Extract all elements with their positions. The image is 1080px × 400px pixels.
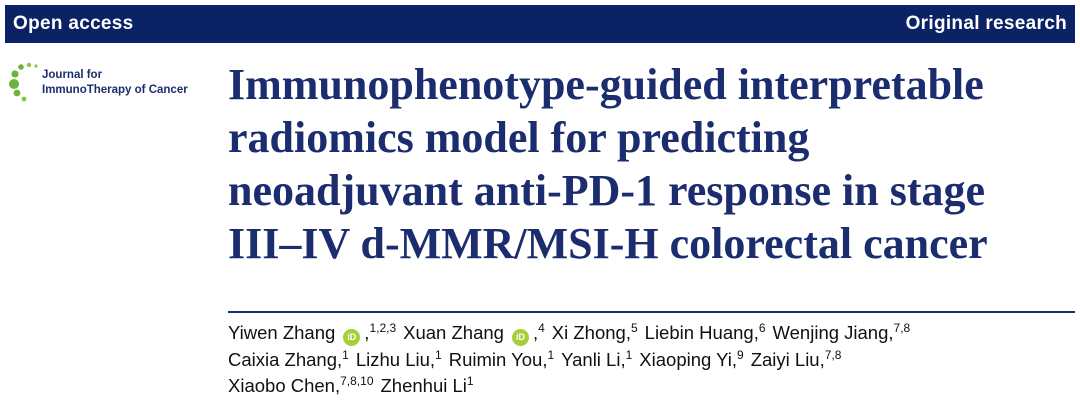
separator: , [731, 348, 738, 370]
author-name: Liebin Huang [644, 322, 754, 343]
affiliation: 5 [630, 321, 638, 335]
author-name: Wenjing Jiang [772, 322, 889, 343]
author-name: Xiaoping Yi [639, 348, 732, 370]
header-bar: Open access Original research [5, 5, 1075, 43]
author: Xiaobo Chen,7,8,10 [228, 375, 374, 396]
journal-logo: Journal for ImmunoTherapy of Cancer [6, 62, 216, 106]
author-line: Caixia Zhang,1 Lizhu Liu,1 Ruimin You,1 Yan… [228, 347, 910, 374]
author-name: Xiaobo Chen [228, 375, 335, 396]
author: Xiaoping Yi,9 [639, 349, 743, 370]
journal-line: Journal for [42, 69, 103, 81]
separator: , [888, 322, 894, 343]
affiliation: 1 [435, 347, 442, 362]
header-right: Original research [905, 13, 1067, 34]
title-line: Immunophenotype-guided interpretable [228, 60, 984, 109]
affiliation: 1 [625, 347, 633, 362]
author: Wenjing Jiang,7,8 [773, 322, 911, 343]
title-line: radiomics model for predicting [228, 113, 810, 162]
title-line: neoadjuvant anti-PD-1 response in stage [228, 166, 986, 215]
author: Xi Zhong,5 [552, 322, 638, 343]
author-name: Zhenhui Li [380, 375, 467, 396]
affiliation: 1 [466, 374, 474, 388]
author: Yiwen Zhang iD ,1,2,3 [228, 321, 397, 346]
author-name: Caixia Zhang [228, 348, 338, 370]
author-name: Lizhu Liu [355, 348, 430, 370]
title-rule [228, 311, 1075, 313]
separator: , [625, 322, 631, 343]
author-name: Xi Zhong [551, 322, 626, 343]
journal-name: Journal for ImmunoTherapy of Cancer [42, 68, 188, 98]
separator: , [542, 348, 548, 370]
separator: , [819, 348, 825, 370]
separator: , [334, 375, 341, 396]
separator: , [753, 322, 759, 343]
article-title: Immunophenotype-guided interpretable radi… [228, 58, 988, 270]
author: Zhenhui Li1 [381, 375, 474, 396]
author: Caixia Zhang,1 [228, 349, 349, 370]
affiliation: 1 [547, 347, 555, 362]
affiliation: 6 [758, 321, 766, 335]
orcid-icon[interactable]: iD [511, 329, 529, 346]
separator: , [429, 348, 436, 370]
orcid-icon[interactable]: iD [343, 329, 361, 346]
separator: , [532, 322, 539, 343]
author-name: Xuan Zhang [403, 322, 504, 343]
affiliation: 9 [737, 347, 744, 362]
author-line: Yiwen Zhang iD ,1,2,3 Xuan Zhang iD ,4 Xi Zhon… [228, 320, 910, 347]
author-list: Yiwen Zhang iD ,1,2,3 Xuan Zhang iD ,4 Xi Zhon… [228, 320, 910, 400]
affiliation: 1 [342, 347, 349, 362]
author-name: Zaiyi Liu [750, 348, 820, 370]
author-name: Yiwen Zhang [228, 322, 336, 343]
author: Yanli Li,1 [561, 349, 632, 370]
affiliation: 7,8,10 [340, 374, 374, 388]
affiliation: 1,2,3 [369, 321, 397, 335]
affiliation: 4 [538, 321, 545, 335]
separator: , [337, 348, 343, 370]
author: Liebin Huang,6 [645, 322, 766, 343]
author: Xuan Zhang iD ,4 [403, 321, 545, 346]
author: Lizhu Liu,1 [356, 349, 442, 370]
separator: , [364, 322, 370, 343]
separator: , [620, 348, 626, 370]
logo-dots [9, 62, 38, 102]
journal-line: ImmunoTherapy of Cancer [42, 84, 188, 96]
author: Ruimin You,1 [449, 349, 554, 370]
affiliation: 7,8 [893, 321, 911, 335]
title-line: III–IV d-MMR/MSI-H colorectal cancer [228, 219, 988, 268]
author-name: Ruimin You [448, 348, 543, 370]
author: Zaiyi Liu,7,8 [751, 349, 842, 370]
author-line: Xiaobo Chen,7,8,10 Zhenhui Li1 [228, 373, 910, 400]
affiliation: 7,8 [824, 347, 842, 362]
header-left: Open access [13, 13, 134, 34]
author-name: Yanli Li [561, 348, 621, 370]
